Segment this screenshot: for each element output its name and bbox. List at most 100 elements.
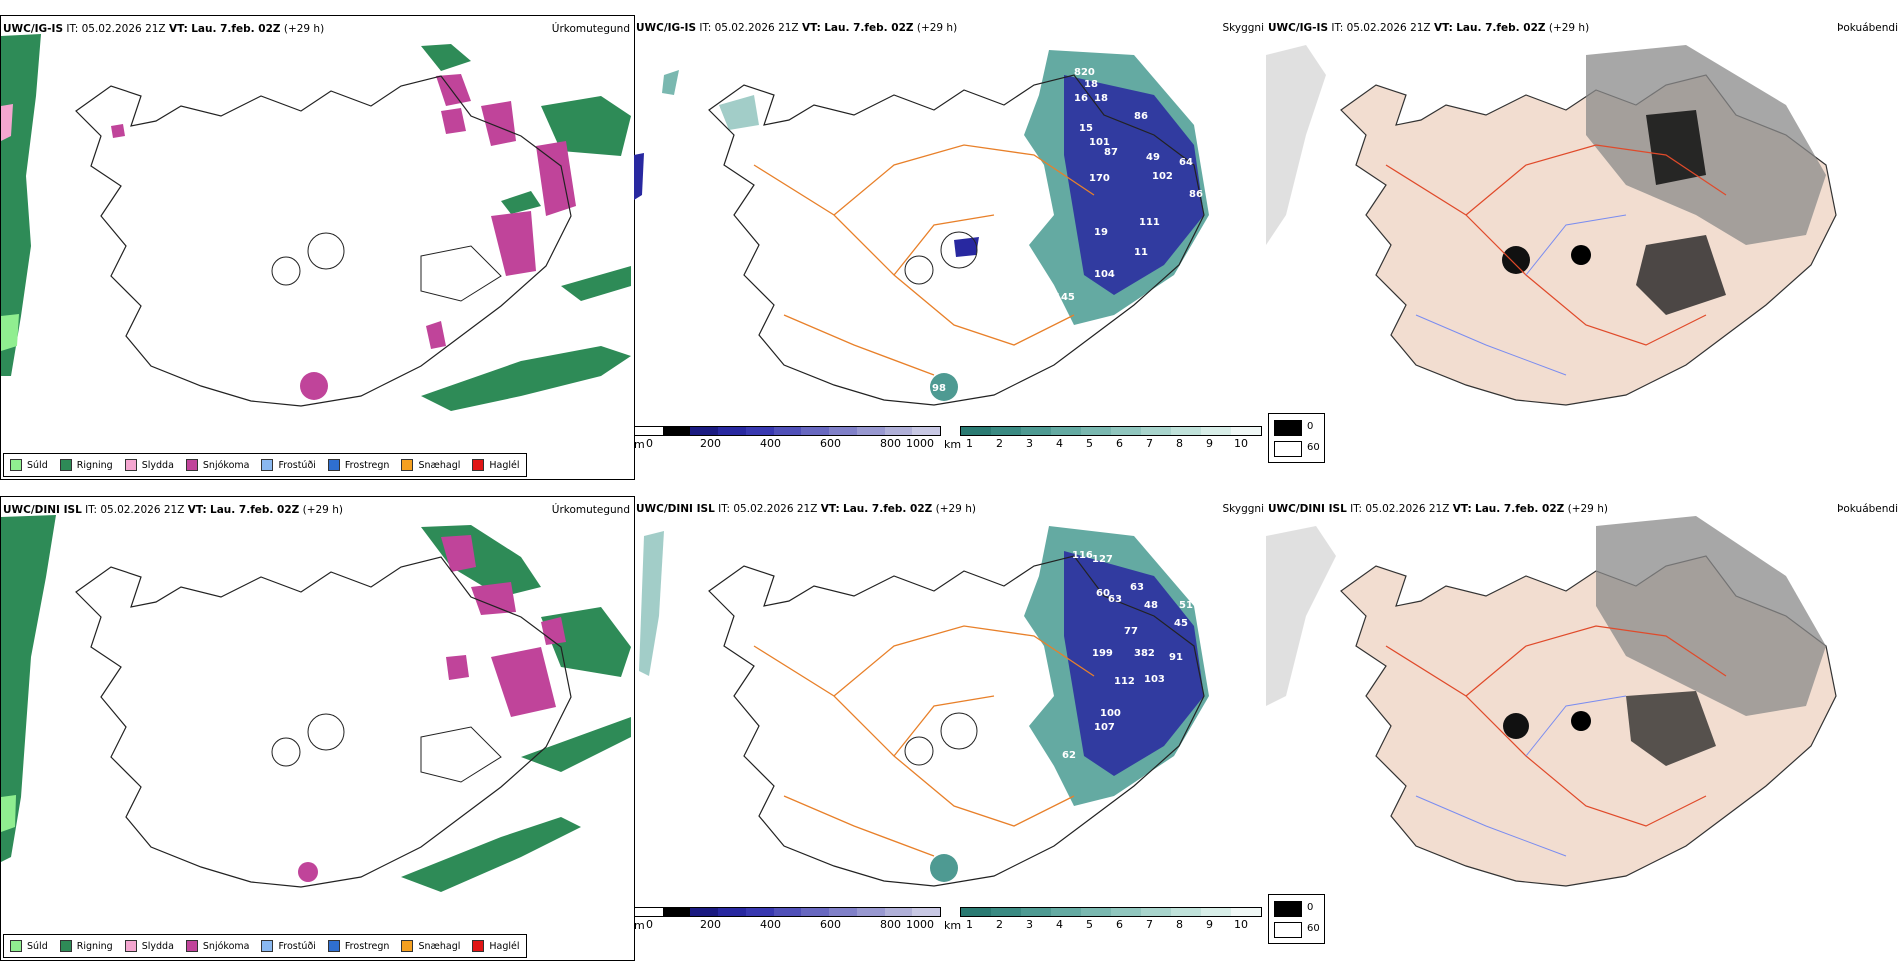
precip-type-map-row2 xyxy=(1,515,631,892)
panel-header: UWC/DINI ISL IT: 05.02.2026 21Z VT: Lau.… xyxy=(636,503,976,515)
vis-label: 170 xyxy=(1089,173,1110,184)
visibility-panel-row1: 820 18 16 18 86 15 101 87 49 64 170 102 … xyxy=(634,15,1266,480)
vis-label: 91 xyxy=(1169,652,1183,663)
colorbar-km xyxy=(960,907,1262,917)
colorbar-unit: m xyxy=(634,919,645,932)
vis-label: 820 xyxy=(1074,67,1095,78)
swatch xyxy=(327,459,340,471)
legend-item-snjokoma: Snjókoma xyxy=(185,940,249,952)
legend-item-hagl: Haglél xyxy=(472,940,520,952)
colorbar-tick: 2 xyxy=(996,918,1003,931)
legend-item-frostregn: Frostregn xyxy=(327,459,389,471)
vis-label: 63 xyxy=(1108,594,1122,605)
colorbar-tick: 10 xyxy=(1234,918,1248,931)
vis-label: 127 xyxy=(1092,554,1113,565)
colorbar-tick: 1 xyxy=(966,918,973,931)
vis-label: 51 xyxy=(1179,600,1193,611)
panel-title: Skyggni xyxy=(1222,22,1265,34)
colorbar-tick: 400 xyxy=(760,437,781,450)
colorbar-tick: 3 xyxy=(1026,918,1033,931)
vis-label: 18 xyxy=(1094,93,1108,104)
swatch xyxy=(185,459,198,471)
fog-panel-row1: UWC/IG-IS IT: 05.02.2026 21Z VT: Lau. 7.… xyxy=(1266,15,1900,480)
fog-legend-row2: 0 60 xyxy=(1268,894,1325,944)
swatch xyxy=(124,459,137,471)
visibility-colorbar-km-row1: km 1 2 3 4 5 6 7 8 9 10 xyxy=(944,426,1266,458)
colorbar-tick: 0 xyxy=(646,437,653,450)
colorbar-tick: 5 xyxy=(1086,918,1093,931)
legend-item-slydda: Slydda xyxy=(124,459,174,471)
colorbar-tick: 600 xyxy=(820,918,841,931)
swatch xyxy=(472,940,485,952)
fog-legend-white xyxy=(1274,922,1302,938)
panel-title: Úrkomutegund xyxy=(551,23,630,35)
vis-label: 98 xyxy=(932,383,946,394)
colorbar-tick: 6 xyxy=(1116,437,1123,450)
fog-legend-high: 0 xyxy=(1307,902,1314,913)
colorbar-tick: 8 xyxy=(1176,437,1183,450)
colorbar-tick: 200 xyxy=(700,437,721,450)
visibility-colorbar-m-row2: m 0 200 400 600 800 1000 xyxy=(634,907,944,939)
swatch xyxy=(261,459,274,471)
colorbar-tick: 8 xyxy=(1176,918,1183,931)
legend-item-frostregn: Frostregn xyxy=(327,940,389,952)
colorbar-tick: 600 xyxy=(820,437,841,450)
vis-label: 101 xyxy=(1089,137,1110,148)
colorbar-m xyxy=(634,426,941,436)
visibility-colorbar-km-row2: km 1 2 3 4 5 6 7 8 9 10 xyxy=(944,907,1266,939)
panel-title: Skyggni xyxy=(1222,503,1265,515)
colorbar-tick: 0 xyxy=(646,918,653,931)
colorbar-tick: 6 xyxy=(1116,918,1123,931)
vis-label: 64 xyxy=(1179,157,1193,168)
fog-legend-low: 60 xyxy=(1307,923,1320,934)
vis-label: 86 xyxy=(1134,111,1148,122)
fog-legend-low: 60 xyxy=(1307,442,1320,453)
legend-item-hagl: Haglél xyxy=(472,459,520,471)
visibility-labels-row1: 820 18 16 18 86 15 101 87 49 64 170 102 … xyxy=(932,67,1203,394)
vis-label: 199 xyxy=(1092,648,1113,659)
legend-item-slydda: Slydda xyxy=(124,940,174,952)
visibility-map-row1: 820 18 16 18 86 15 101 87 49 64 170 102 … xyxy=(634,50,1209,406)
swatch xyxy=(124,940,137,952)
vis-label: 103 xyxy=(1144,674,1165,685)
vis-label: 107 xyxy=(1094,722,1115,733)
vis-label: 19 xyxy=(1094,227,1108,238)
colorbar-tick: 3 xyxy=(1026,437,1033,450)
colorbar-tick: 800 xyxy=(880,437,901,450)
colorbar-tick: 10 xyxy=(1234,437,1248,450)
legend-item-rigning: Rigning xyxy=(59,459,113,471)
colorbar-tick: 800 xyxy=(880,918,901,931)
colorbar-tick: 5 xyxy=(1086,437,1093,450)
legend-item-snaehagl: Snæhagl xyxy=(401,940,460,952)
swatch xyxy=(327,940,340,952)
legend-item-rigning: Rigning xyxy=(59,940,113,952)
legend-item-snjokoma: Snjókoma xyxy=(185,459,249,471)
colorbar-tick: 7 xyxy=(1146,437,1153,450)
legend-item-sudl: Súld xyxy=(10,459,48,471)
colorbar-tick: 200 xyxy=(700,918,721,931)
panel-header: UWC/IG-IS IT: 05.02.2026 21Z VT: Lau. 7.… xyxy=(1268,22,1590,34)
precip-type-panel-row1: UWC/IG-IS IT: 05.02.2026 21Z VT: Lau. 7.… xyxy=(0,15,635,480)
vis-label: 86 xyxy=(1189,189,1203,200)
vis-label: 16 xyxy=(1074,93,1088,104)
vis-label: 102 xyxy=(1152,171,1173,182)
colorbar-unit: km xyxy=(944,438,962,451)
vis-label: 60 xyxy=(1096,588,1110,599)
vis-label: 62 xyxy=(1062,750,1076,761)
fog-panel-row2: UWC/DINI ISL IT: 05.02.2026 21Z VT: Lau.… xyxy=(1266,496,1900,961)
legend-item-snaehagl: Snæhagl xyxy=(401,459,460,471)
panel-header: UWC/IG-IS IT: 05.02.2026 21Z VT: Lau. 7.… xyxy=(636,22,958,34)
legend-item-frostudi: Frostúði xyxy=(261,940,316,952)
colorbar-tick: 400 xyxy=(760,918,781,931)
vis-label: 100 xyxy=(1100,708,1121,719)
vis-label: 48 xyxy=(1144,600,1158,611)
swatch xyxy=(59,459,72,471)
colorbar-km xyxy=(960,426,1262,436)
precip-type-legend: Súld Rigning Slydda Snjókoma Frostúði Fr… xyxy=(3,934,527,958)
fog-legend-black xyxy=(1274,901,1302,917)
colorbar-tick: 9 xyxy=(1206,437,1213,450)
vis-label: 111 xyxy=(1139,217,1160,228)
vis-label: 15 xyxy=(1079,123,1093,134)
vis-label: 45 xyxy=(1174,618,1188,629)
vis-label: 112 xyxy=(1114,676,1135,687)
